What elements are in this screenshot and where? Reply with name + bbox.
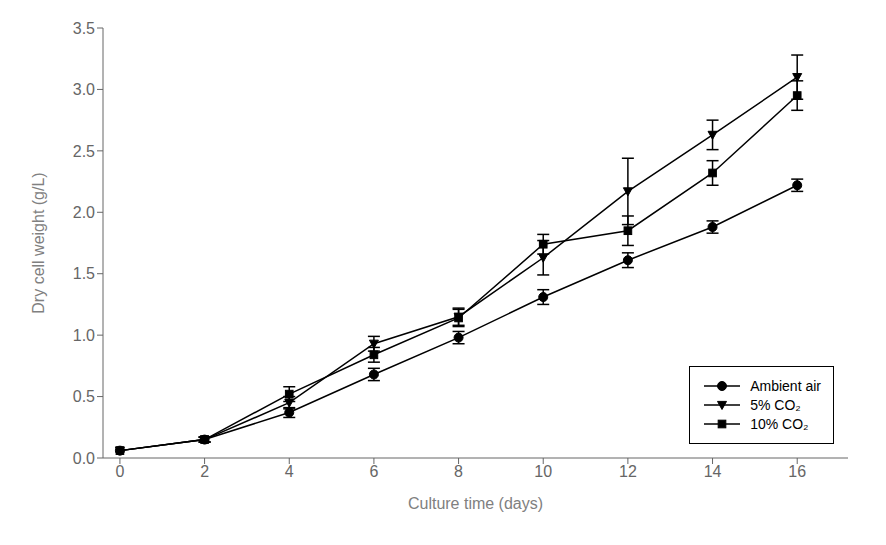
svg-text:Dry cell weight (g/L): Dry cell weight (g/L) xyxy=(30,172,47,313)
html-text:Ambient air: Ambient air xyxy=(750,378,821,394)
svg-text:1.5: 1.5 xyxy=(73,265,95,282)
svg-text:3.0: 3.0 xyxy=(73,81,95,98)
svg-text:0: 0 xyxy=(115,463,124,480)
html-text:5% CO₂: 5% CO₂ xyxy=(750,397,801,413)
svg-text:0.0: 0.0 xyxy=(73,450,95,467)
svg-text:6: 6 xyxy=(369,463,378,480)
svg-text:4: 4 xyxy=(285,463,294,480)
svg-text:2: 2 xyxy=(200,463,209,480)
svg-text:3.5: 3.5 xyxy=(73,20,95,37)
svg-text:0.5: 0.5 xyxy=(73,388,95,405)
svg-text:10: 10 xyxy=(534,463,552,480)
svg-text:1.0: 1.0 xyxy=(73,327,95,344)
html-text:10% CO₂: 10% CO₂ xyxy=(750,416,809,432)
svg-text:Culture time (days): Culture time (days) xyxy=(408,495,543,512)
svg-text:8: 8 xyxy=(454,463,463,480)
svg-text:2.0: 2.0 xyxy=(73,204,95,221)
svg-text:14: 14 xyxy=(704,463,722,480)
svg-text:12: 12 xyxy=(619,463,637,480)
svg-text:16: 16 xyxy=(788,463,806,480)
svg-text:2.5: 2.5 xyxy=(73,143,95,160)
